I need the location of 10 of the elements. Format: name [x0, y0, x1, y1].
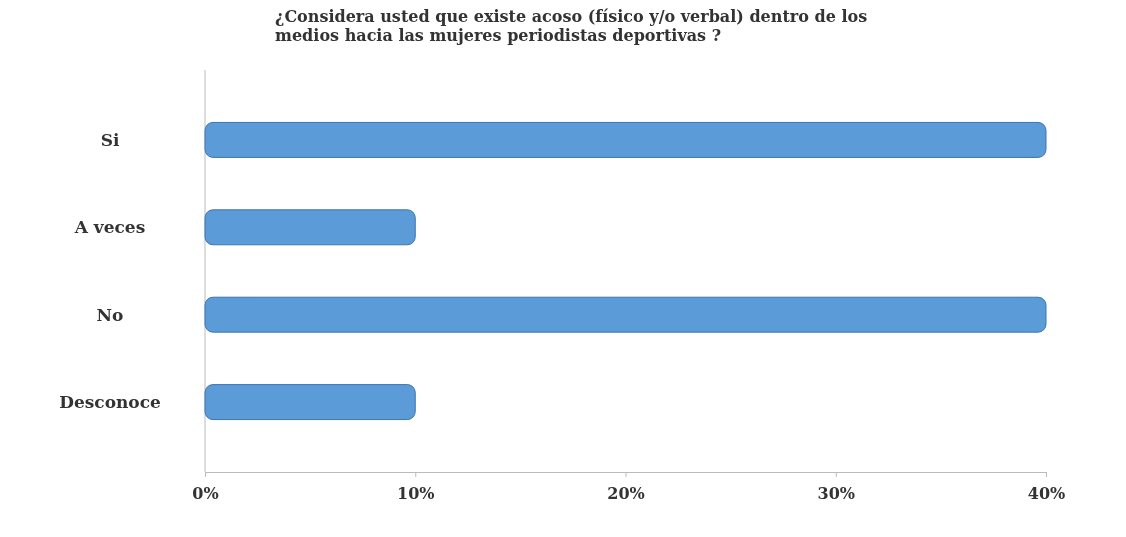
y-tick-label: Desconoce [59, 392, 162, 413]
y-tick-label: A veces [73, 217, 146, 238]
x-tick-label: 40% [1027, 484, 1066, 504]
y-tick-label: No [96, 304, 124, 325]
chart-title: ¿Considera usted que existe acoso (físico y/o verbal) dentro de los medios hacia las mujeres periodistas deportivas ? [275, 7, 868, 45]
x-tick-label: 0% [192, 484, 219, 504]
x-tick-label: 30% [817, 484, 855, 504]
x-tick-label: 20% [607, 484, 645, 504]
y-tick-label: Si [100, 129, 120, 150]
x-tick-label: 10% [397, 484, 435, 504]
